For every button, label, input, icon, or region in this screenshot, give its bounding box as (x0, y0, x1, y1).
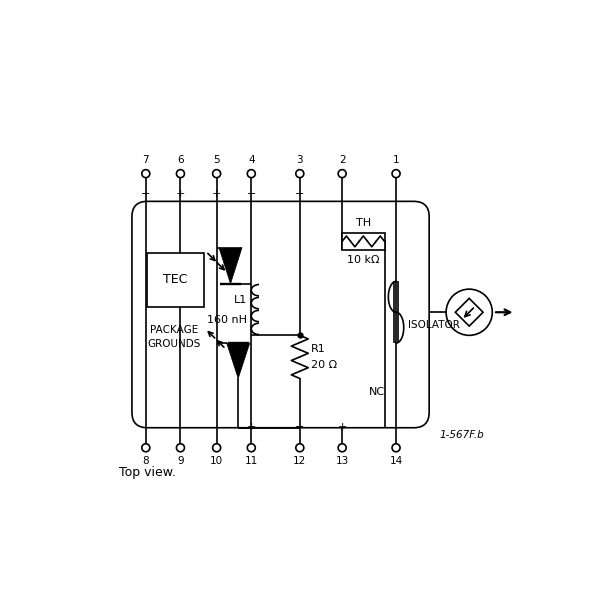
Text: GROUNDS: GROUNDS (148, 339, 201, 349)
Text: 10 kΩ: 10 kΩ (347, 255, 380, 265)
Text: +: + (337, 422, 347, 433)
Text: 20 Ω: 20 Ω (311, 359, 337, 370)
Polygon shape (455, 298, 483, 326)
Text: 13: 13 (335, 456, 349, 466)
Text: −: − (247, 189, 256, 199)
Text: 4: 4 (248, 155, 254, 165)
Text: 160 nH: 160 nH (208, 314, 247, 325)
Text: ISOLATOR: ISOLATOR (407, 320, 460, 330)
Text: 12: 12 (293, 456, 307, 466)
Text: 1: 1 (393, 155, 400, 165)
Polygon shape (227, 343, 250, 379)
Text: 10: 10 (210, 456, 223, 466)
Text: PACKAGE: PACKAGE (150, 325, 199, 335)
Text: 6: 6 (177, 155, 184, 165)
Text: 14: 14 (389, 456, 403, 466)
Text: L1: L1 (234, 295, 247, 305)
Text: 9: 9 (177, 456, 184, 466)
Text: +: + (176, 189, 185, 199)
Text: TEC: TEC (163, 274, 188, 286)
Text: +: + (212, 189, 221, 199)
Text: −: − (295, 422, 304, 433)
Bar (148, 253, 203, 307)
Text: +: + (247, 422, 256, 433)
Text: 11: 11 (245, 456, 258, 466)
Text: R1: R1 (311, 344, 326, 354)
Text: 7: 7 (142, 155, 149, 165)
Text: 8: 8 (142, 456, 149, 466)
Text: Top view.: Top view. (119, 466, 176, 479)
Text: 1-567F.b: 1-567F.b (440, 430, 485, 440)
Text: NC: NC (369, 386, 385, 397)
Polygon shape (219, 248, 242, 284)
Text: 5: 5 (214, 155, 220, 165)
FancyBboxPatch shape (132, 202, 429, 428)
Bar (342, 233, 385, 250)
Text: TH: TH (356, 218, 371, 229)
Text: −: − (295, 189, 304, 199)
Text: −: − (141, 189, 151, 199)
Text: 3: 3 (296, 155, 303, 165)
Text: 2: 2 (339, 155, 346, 165)
